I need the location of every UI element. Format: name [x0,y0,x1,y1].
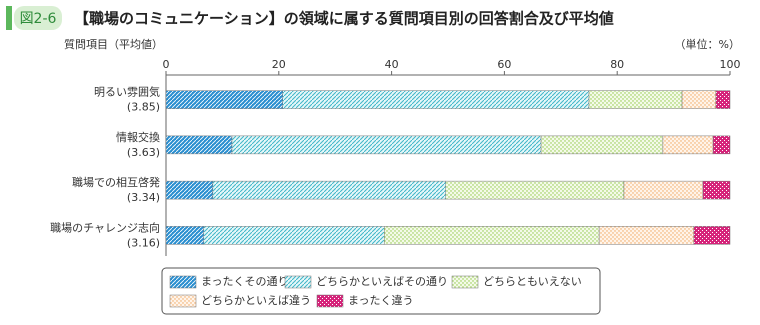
bar-segment [540,135,664,155]
category-note: (3.16) [127,236,160,249]
category-note: (3.85) [127,101,160,114]
unit-label: （単位：%） [675,37,740,51]
bar-segment [165,226,205,245]
legend-swatch [169,275,197,289]
legend-swatch [316,294,344,308]
badge-bg [14,6,62,30]
bar-segment [712,135,731,155]
x-tick-label: 0 [163,58,170,71]
legend-swatch [284,275,312,289]
x-tick-label: 60 [497,58,511,71]
x-tick-label: 20 [272,58,286,71]
x-tick-label: 40 [385,58,399,71]
legend-box [161,267,601,315]
bar-segment [231,135,542,155]
bar-segment [623,180,704,200]
bar-segment [598,226,695,245]
x-tick-label: 80 [610,58,624,71]
legend-label: まったく違う [348,294,414,307]
category-label: 明るい雰囲気 [94,85,160,99]
bar-segment [445,180,625,200]
legend-label: どちらかといえば違う [201,294,311,307]
bar-segment [165,135,233,155]
category-note: (3.34) [127,191,160,204]
bar-segment [165,90,283,109]
category-label: 職場のチャレンジ志向 [50,220,160,234]
y-axis-label: 質問項目（平均値） [64,37,163,51]
legend-label: どちらかといえばその通り [316,275,448,288]
bar-segment [693,226,731,245]
badge-accent [6,6,12,30]
legend-label: まったくその通り [201,275,289,288]
legend-swatch [169,294,197,308]
category-label: 職場での相互啓発 [72,175,160,189]
badge: 図2-6 [20,11,57,27]
bar-segment [282,90,590,109]
bar-segment [165,180,214,200]
category-label: 情報交換 [116,130,160,144]
legend-label: どちらともいえない [483,275,582,288]
bar-segment [715,90,731,109]
chart-title: 【職場のコミュニケーション】の領域に属する質問項目別の回答割合及び平均値 [74,10,614,28]
bar-segment [702,180,731,200]
bar-segment [588,90,683,109]
bar-segment [203,226,385,245]
bar-segment [384,226,600,245]
bar-segment [212,180,446,200]
category-note: (3.63) [127,146,160,159]
x-tick-label: 100 [720,58,741,71]
legend-swatch [451,275,479,289]
bar-segment [681,90,717,109]
bar-segment [662,135,714,155]
